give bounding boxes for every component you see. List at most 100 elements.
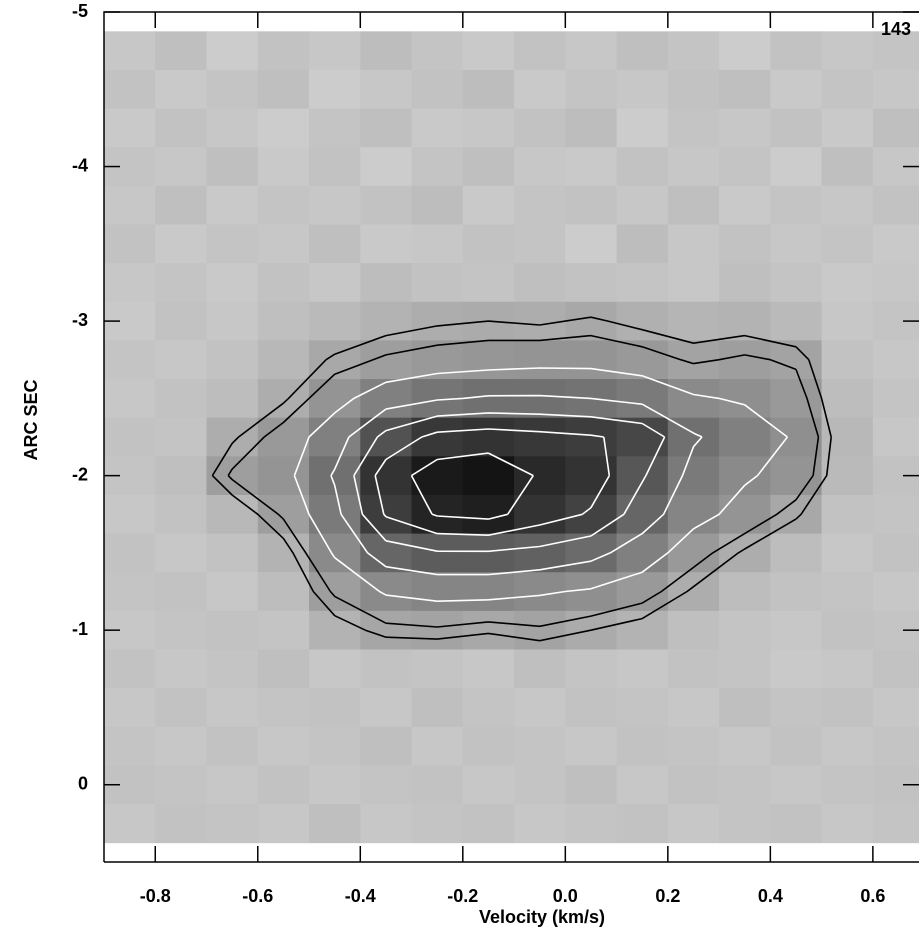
axes: -0.8 -0.6 -0.4 -0.2 0.0 0.2 0.4 0.6 -5 -4 -3 -2 -1 0 xyxy=(72,1,919,906)
heatmap-cell xyxy=(206,185,259,225)
heatmap-cell xyxy=(667,340,720,380)
heatmap-cell xyxy=(514,147,566,187)
x-axis-label: Velocity (km/s) xyxy=(479,907,605,927)
heatmap-cell xyxy=(821,456,874,496)
heatmap-cell xyxy=(667,31,720,71)
heatmap-cell xyxy=(770,108,823,148)
heatmap-cell xyxy=(411,224,464,264)
heatmap-cell xyxy=(155,456,208,496)
x-tick-label: 0.0 xyxy=(553,886,578,906)
heatmap-cell xyxy=(770,804,823,844)
heatmap-cell xyxy=(821,31,874,71)
contour xyxy=(293,367,789,602)
heatmap-cell xyxy=(206,456,259,496)
heatmap-cell xyxy=(206,301,259,341)
heatmap-cell xyxy=(411,726,464,766)
heatmap-cell xyxy=(360,185,413,225)
heatmap-cell xyxy=(462,224,515,264)
heatmap-cell xyxy=(770,224,823,264)
heatmap-cell xyxy=(667,185,720,225)
heatmap-cell xyxy=(360,456,413,496)
heatmap-cell xyxy=(155,263,208,303)
heatmap-cell xyxy=(821,301,874,341)
heatmap-cell xyxy=(206,765,259,805)
heatmap-cell xyxy=(616,688,669,728)
heatmap-cell xyxy=(206,417,259,457)
heatmap-cell xyxy=(719,69,771,110)
heatmap-cell xyxy=(514,765,566,805)
heatmap-cell xyxy=(104,379,156,419)
heatmap-cell xyxy=(257,185,310,225)
heatmap-cell xyxy=(565,417,618,457)
heatmap-cell xyxy=(257,417,310,457)
heatmap-cell xyxy=(616,649,669,689)
contour xyxy=(330,394,703,576)
heatmap-cell xyxy=(206,726,259,766)
heatmap-cell xyxy=(514,185,566,225)
heatmap-cell xyxy=(206,340,259,380)
heatmap-cell xyxy=(462,31,515,71)
heatmap-cell xyxy=(309,69,361,110)
heatmap-cell xyxy=(667,726,720,766)
contours xyxy=(211,316,832,642)
heatmap-cell xyxy=(155,610,208,650)
heatmap-cell xyxy=(257,649,310,689)
heatmap-cell xyxy=(257,224,310,264)
heatmap-cell xyxy=(360,108,413,148)
heatmap-cell xyxy=(872,804,919,844)
heatmap-cell xyxy=(514,31,566,71)
heatmap-cell xyxy=(155,804,208,844)
heatmap-cell xyxy=(616,224,669,264)
heatmap-cell xyxy=(360,31,413,71)
heatmap-cell xyxy=(667,69,720,110)
heatmap-cell xyxy=(309,726,361,766)
heatmap-cell xyxy=(667,224,720,264)
heatmap-cell xyxy=(257,765,310,805)
heatmap-cell xyxy=(872,31,919,71)
heatmap-cell xyxy=(872,726,919,766)
heatmap-cell xyxy=(719,379,771,419)
heatmap-cell xyxy=(155,649,208,689)
heatmap-cell xyxy=(155,765,208,805)
heatmap-cell xyxy=(872,340,919,380)
heatmap-cell xyxy=(667,533,720,573)
heatmap-cell xyxy=(104,224,156,264)
heatmap-cell xyxy=(616,379,669,419)
heatmap-cell xyxy=(411,456,464,496)
heatmap-cell xyxy=(719,147,771,187)
heatmap-cell xyxy=(770,765,823,805)
heatmap-cell xyxy=(206,804,259,844)
annotation: 143 xyxy=(881,19,911,39)
heatmap-cell xyxy=(257,147,310,187)
heatmap-cell xyxy=(719,301,771,341)
x-tick-label: -0.4 xyxy=(345,886,376,906)
heatmap-cell xyxy=(411,69,464,110)
heatmap-cell xyxy=(667,765,720,805)
heatmap-cell xyxy=(309,185,361,225)
heatmap-cell xyxy=(872,417,919,457)
heatmap-cell xyxy=(565,765,618,805)
heatmap-cell xyxy=(360,610,413,650)
heatmap-cell xyxy=(770,340,823,380)
heatmap-cell xyxy=(411,301,464,341)
heatmap-cell xyxy=(719,804,771,844)
heatmap-cell xyxy=(514,456,566,496)
y-tick-label: -4 xyxy=(72,155,88,175)
heatmap-cell xyxy=(206,31,259,71)
heatmap-cell xyxy=(462,147,515,187)
heatmap-cell xyxy=(155,533,208,573)
heatmap-cell xyxy=(667,688,720,728)
heatmap-cell xyxy=(104,572,156,612)
heatmap-cell xyxy=(821,185,874,225)
heatmap-cell xyxy=(872,494,919,535)
heatmap-cell xyxy=(360,649,413,689)
heatmap-cell xyxy=(821,340,874,380)
heatmap-cell xyxy=(257,610,310,650)
heatmap-cell xyxy=(360,765,413,805)
heatmap-cell xyxy=(770,69,823,110)
contour xyxy=(410,452,534,520)
heatmap-cell xyxy=(155,688,208,728)
heatmap-cell xyxy=(616,804,669,844)
heatmap-cell xyxy=(206,379,259,419)
heatmap-cell xyxy=(104,688,156,728)
